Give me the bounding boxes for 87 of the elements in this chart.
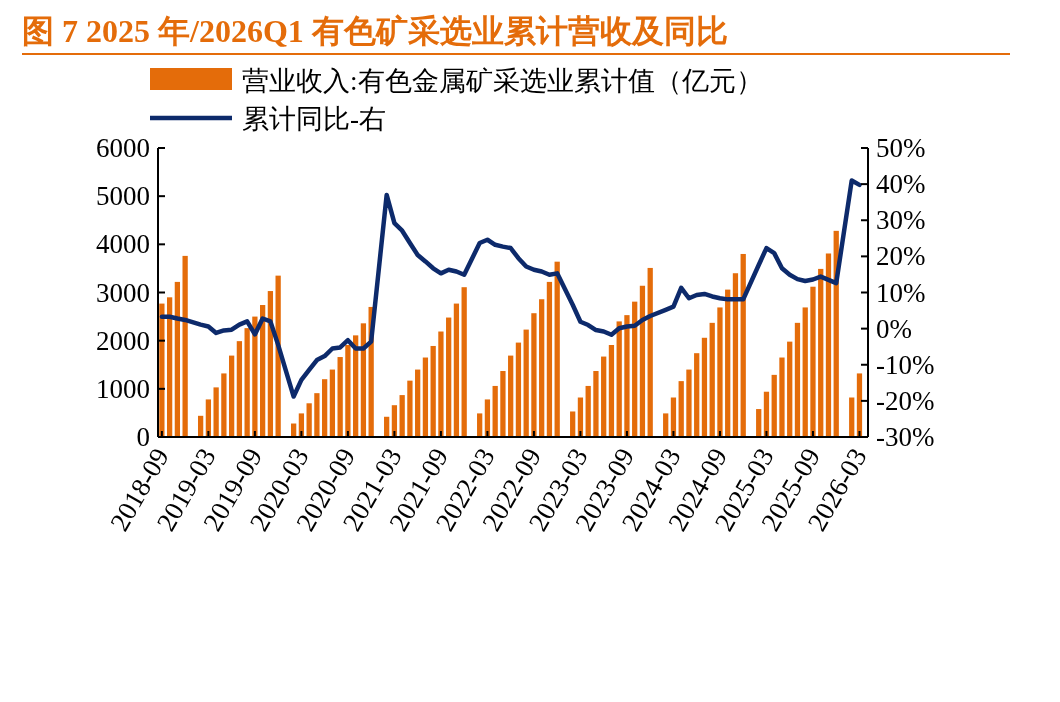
y2-tick-label: -30% xyxy=(876,422,935,452)
legend-label: 营业收入:有色金属矿采选业累计值（亿元） xyxy=(242,66,763,96)
bar xyxy=(554,261,560,437)
bar xyxy=(593,371,599,437)
bar xyxy=(802,307,808,437)
y-tick-label: 3000 xyxy=(96,277,150,308)
bar xyxy=(345,345,351,437)
line-series xyxy=(159,178,862,399)
bar xyxy=(453,303,460,437)
bar xyxy=(701,337,708,437)
bar xyxy=(438,331,444,437)
bar xyxy=(236,341,243,437)
bar xyxy=(244,328,250,437)
y-tick-label: 2000 xyxy=(96,325,150,356)
y-tick-label: 0 xyxy=(136,422,150,452)
bar xyxy=(314,393,320,437)
bar xyxy=(663,413,669,437)
y2-tick-label: 20% xyxy=(876,241,926,272)
bar xyxy=(360,323,367,437)
bar xyxy=(415,369,421,437)
bar xyxy=(725,289,731,437)
bar xyxy=(252,316,258,437)
bar xyxy=(523,329,529,437)
bar xyxy=(174,281,181,437)
y2-tick-label: -20% xyxy=(876,385,935,416)
bar xyxy=(221,373,227,437)
bar xyxy=(779,357,785,437)
bar xyxy=(329,369,336,437)
bar xyxy=(492,385,498,437)
bar xyxy=(632,301,638,437)
bar xyxy=(182,255,188,437)
bar xyxy=(306,403,312,437)
bar xyxy=(430,345,436,437)
y2-tick-label: 30% xyxy=(876,205,926,236)
bar xyxy=(771,374,777,437)
bar xyxy=(322,379,328,437)
bar xyxy=(717,307,723,437)
bar xyxy=(407,380,413,437)
bar xyxy=(787,341,793,437)
bar xyxy=(694,353,700,437)
bar xyxy=(477,413,483,437)
bar xyxy=(570,411,576,437)
bar xyxy=(446,317,452,437)
y-tick-label: 4000 xyxy=(96,229,150,260)
y2-tick-label: 40% xyxy=(876,169,926,200)
bar xyxy=(794,322,801,437)
bar xyxy=(508,355,514,437)
bar xyxy=(624,315,630,437)
y-tick-label: 6000 xyxy=(96,133,150,163)
y2-tick-label: 10% xyxy=(876,277,926,308)
bar xyxy=(825,253,832,437)
bar xyxy=(678,381,684,437)
bar xyxy=(422,357,429,437)
bar xyxy=(740,253,746,437)
bar xyxy=(616,321,622,437)
bar xyxy=(399,395,405,437)
bar xyxy=(461,287,467,437)
bar xyxy=(732,273,739,437)
bar xyxy=(608,345,615,437)
bar xyxy=(810,286,816,437)
bar xyxy=(500,371,506,437)
bar xyxy=(585,385,591,437)
bar xyxy=(849,397,855,437)
bar xyxy=(531,313,537,437)
bar xyxy=(166,297,173,437)
bar xyxy=(539,299,545,437)
bar xyxy=(709,322,715,437)
chart-title: 图 7 2025 年/2026Q1 有色矿采选业累计营收及同比 xyxy=(22,13,728,49)
bar xyxy=(647,267,653,437)
legend-label: 累计同比-右 xyxy=(242,104,386,134)
bar xyxy=(337,357,343,437)
bar xyxy=(213,387,219,437)
bar xyxy=(856,373,863,437)
bar xyxy=(601,356,607,437)
y-tick-label: 5000 xyxy=(96,181,150,212)
y-tick-label: 1000 xyxy=(96,373,150,404)
y2-tick-label: -10% xyxy=(876,349,935,380)
bar xyxy=(546,281,553,437)
bar xyxy=(159,303,165,437)
bar xyxy=(756,409,762,437)
bar xyxy=(515,342,522,437)
y2-tick-label: 0% xyxy=(876,313,912,344)
y2-tick-label: 50% xyxy=(876,133,926,163)
bar xyxy=(639,285,646,437)
bar xyxy=(229,355,235,437)
bar xyxy=(686,369,692,437)
bar xyxy=(818,268,824,437)
